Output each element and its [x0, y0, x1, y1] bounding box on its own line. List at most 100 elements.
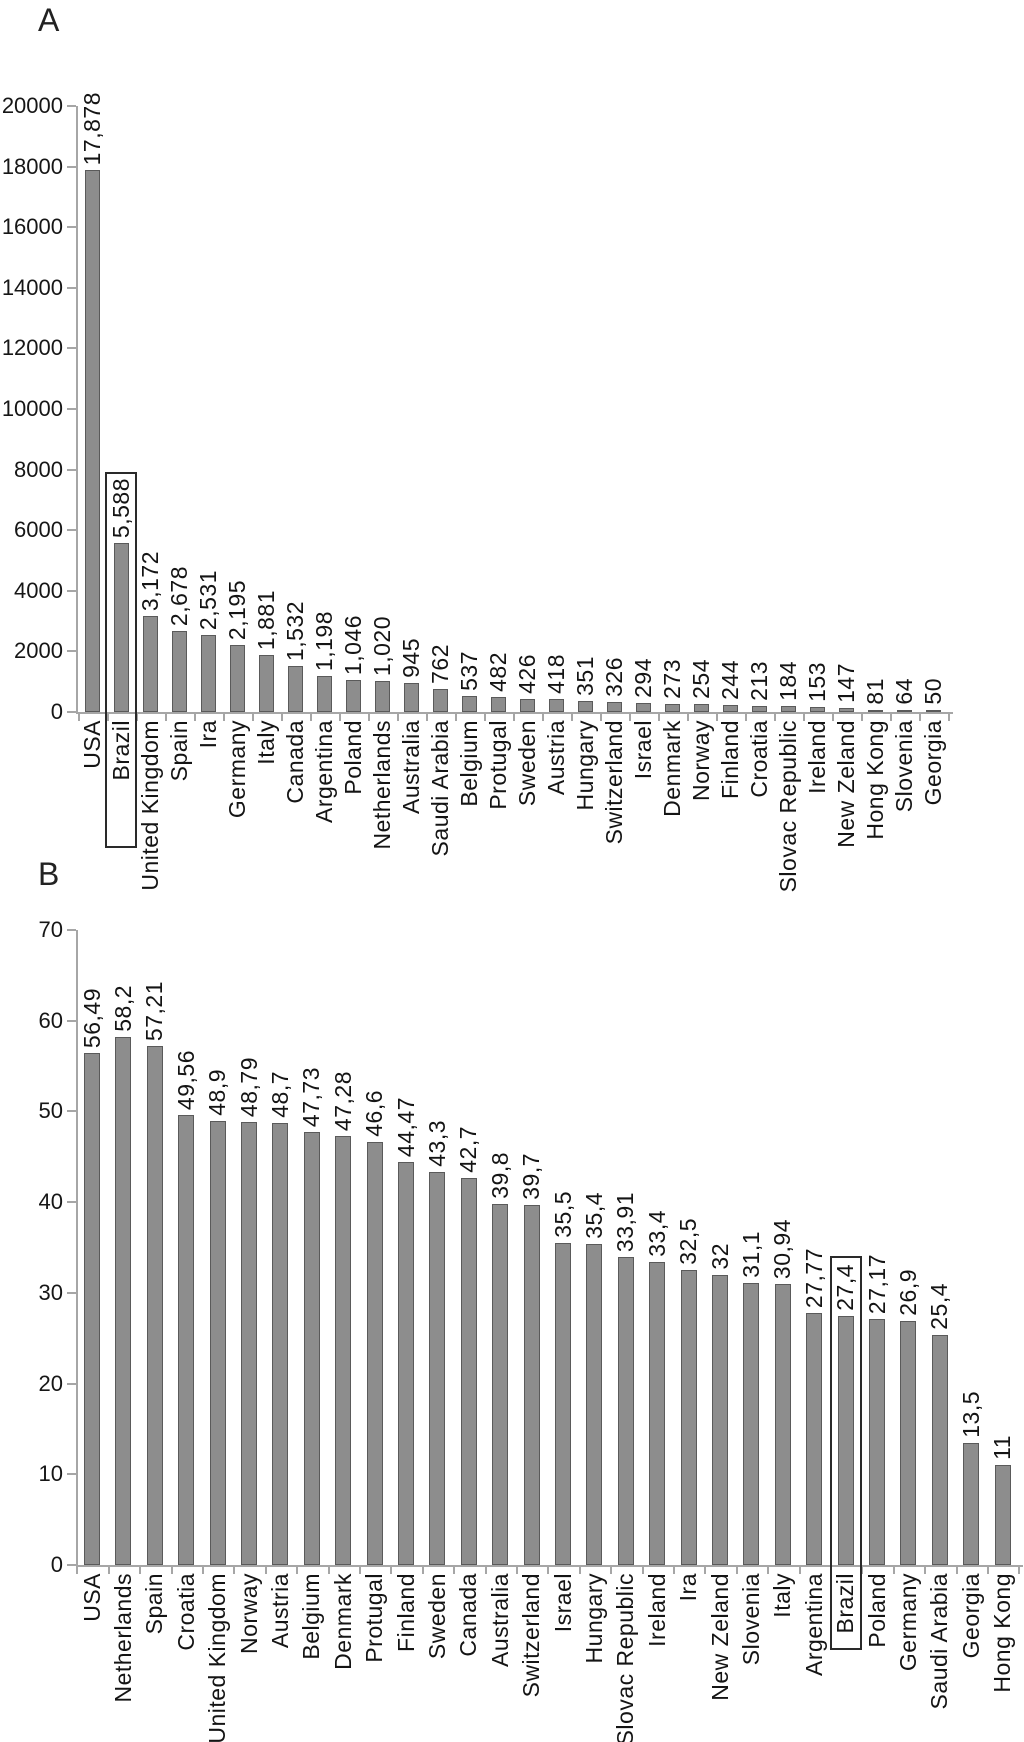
category-label: Poland	[863, 1573, 890, 1648]
bar	[84, 170, 100, 712]
category-tick-mark	[773, 714, 776, 721]
bar	[806, 1313, 823, 1565]
category-label: Germany	[223, 720, 250, 819]
y-axis-line	[76, 930, 78, 1565]
bar	[490, 697, 506, 712]
category-label: Ira	[675, 1573, 702, 1602]
bar	[837, 1316, 854, 1565]
category-tick-mark	[578, 1567, 581, 1574]
bar	[555, 1243, 571, 1565]
y-tick-mark	[67, 105, 76, 107]
category-label: Hong Kong	[989, 1573, 1016, 1693]
bar-value-label: 64	[890, 678, 917, 705]
bar-value-label: 1,198	[310, 610, 337, 671]
bar	[548, 699, 564, 712]
category-tick-mark	[628, 714, 631, 721]
bar-value-label: 13,5	[957, 1391, 984, 1438]
category-label: Germany	[894, 1573, 921, 1672]
bar-value-label: 48,7	[266, 1071, 293, 1118]
bar	[429, 1172, 446, 1565]
category-label: United Kingdom	[136, 720, 163, 891]
category-tick-mark	[164, 714, 167, 721]
category-tick-mark	[483, 714, 486, 721]
category-label: Protugal	[484, 720, 511, 810]
bar	[432, 689, 448, 712]
category-label: Austria	[542, 720, 569, 796]
bar-value-label: 351	[571, 656, 598, 696]
bar	[925, 710, 941, 712]
category-label: Belgium	[298, 1573, 325, 1660]
category-tick-mark	[425, 714, 428, 721]
bar	[492, 1204, 509, 1565]
category-tick-mark	[860, 714, 863, 721]
category-tick-mark	[280, 714, 283, 721]
category-label: Argentina	[800, 1573, 827, 1676]
bar	[287, 666, 303, 712]
bar	[774, 1284, 791, 1565]
category-tick-mark	[570, 714, 573, 721]
y-tick-label: 14000	[1, 274, 63, 300]
bar-value-label: 184	[774, 661, 801, 701]
bar-value-label: 46,6	[361, 1090, 388, 1137]
category-label: Hungary	[580, 1573, 607, 1664]
category-label: New Zeland	[832, 720, 859, 848]
bar-value-label: 294	[629, 658, 656, 698]
bar-value-label: 33,4	[643, 1210, 670, 1257]
bar-value-label: 43,3	[423, 1120, 450, 1167]
category-label: Spain	[165, 720, 192, 782]
panel-a-letter: A	[38, 2, 60, 38]
panel-b-letter: B	[38, 856, 60, 892]
bar	[931, 1335, 948, 1565]
category-tick-mark	[358, 1567, 361, 1574]
category-tick-mark	[139, 1567, 142, 1574]
y-tick-label: 2000	[14, 638, 63, 664]
y-tick-label: 8000	[14, 456, 63, 482]
y-tick-label: 10000	[1, 396, 63, 421]
bar	[303, 1132, 320, 1565]
y-tick-mark	[67, 1473, 76, 1476]
y-tick-mark	[67, 1110, 76, 1113]
bar-value-label: 39,8	[486, 1152, 513, 1199]
category-tick-mark	[484, 1567, 487, 1574]
category-label: Poland	[339, 720, 366, 795]
bar	[896, 710, 912, 712]
bar-value-label: 11	[989, 1435, 1016, 1460]
category-label: Sweden	[423, 1573, 450, 1660]
bar	[780, 706, 796, 712]
category-label: Slovenia	[737, 1573, 764, 1666]
category-tick-mark	[541, 714, 544, 721]
bar-value-label: 49,56	[172, 1049, 199, 1110]
bar	[693, 704, 709, 712]
bar-value-label: 17,878	[78, 91, 105, 165]
bar	[664, 704, 680, 712]
category-label: Ireland	[803, 720, 830, 794]
bar-value-label: 27,77	[800, 1247, 827, 1308]
bar-value-label: 35,5	[549, 1191, 576, 1238]
category-label: New Zeland	[706, 1573, 733, 1701]
category-label: Spain	[141, 1573, 168, 1635]
y-tick-mark	[67, 529, 76, 532]
bar-value-label: 58,2	[109, 985, 136, 1032]
category-tick-mark	[924, 1567, 927, 1574]
category-tick-mark	[889, 714, 892, 721]
y-tick-label: 20	[38, 1370, 63, 1396]
category-label: Ira	[194, 720, 221, 749]
category-tick-mark	[672, 1567, 675, 1574]
category-tick-mark	[1018, 1567, 1021, 1574]
category-tick-mark	[76, 1567, 79, 1574]
bar	[272, 1123, 289, 1565]
category-tick-mark	[831, 714, 834, 721]
category-label: Belgium	[455, 720, 482, 807]
y-tick-label: 60	[38, 1007, 63, 1033]
y-tick-mark	[67, 165, 76, 168]
category-tick-mark	[396, 714, 399, 721]
category-tick-mark	[892, 1567, 895, 1574]
category-tick-mark	[367, 714, 370, 721]
category-label: Norway	[235, 1573, 262, 1654]
category-label: Georgia	[919, 720, 946, 806]
bar	[722, 705, 738, 712]
category-tick-mark	[390, 1567, 393, 1574]
bar	[229, 645, 245, 712]
category-label: Slovac Republic	[612, 1573, 639, 1742]
bar-value-label: 213	[745, 661, 772, 701]
